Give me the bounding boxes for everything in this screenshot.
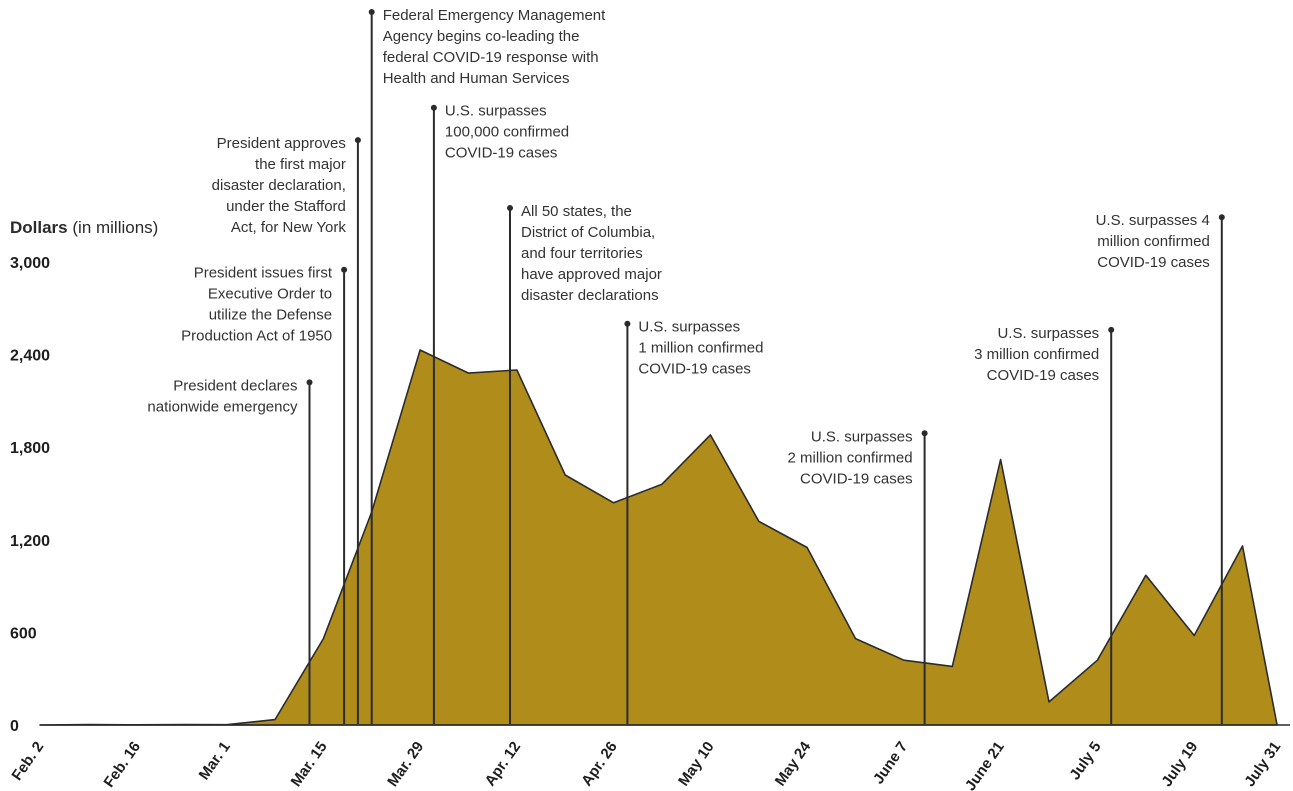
y-tick-label: 600: [10, 625, 37, 642]
annotation-line: U.S. surpasses: [445, 103, 547, 120]
annotation-line: Agency begins co-leading the: [383, 28, 580, 45]
y-tick-label: 2,400: [10, 348, 50, 365]
y-tick-label: 0: [10, 718, 19, 735]
x-tick-label: Apr. 12: [482, 739, 525, 790]
annotation-line: All 50 states, the: [521, 203, 632, 220]
annotation-line: disaster declarations: [521, 287, 659, 304]
x-tick-label: Feb. 16: [101, 739, 145, 791]
annotation-line: COVID-19 cases: [638, 361, 751, 378]
annotation-line: COVID-19 cases: [445, 145, 558, 162]
annotation-text: U.S. surpasses 4 million confirmed COVID-1…: [1096, 212, 1210, 271]
annotation-text: U.S. surpasses 100,000 confirmed COVID-19 …: [445, 103, 569, 162]
annotation-line: U.S. surpasses: [811, 428, 913, 445]
annotation-line: the first major: [255, 156, 346, 173]
annotation-line: 100,000 confirmed: [445, 124, 569, 141]
annotation-line: U.S. surpasses: [638, 319, 740, 336]
annotation-text: Federal Emergency Management Agency begin…: [383, 7, 606, 87]
annotation-pin-dot: [430, 104, 437, 111]
annotation-text: U.S. surpasses 2 million confirmed COVID-1…: [788, 428, 913, 487]
annotation-text: U.S. surpasses 3 million confirmed COVID-1…: [974, 325, 1099, 384]
annotation-text: All 50 states, the District of Columbia, a…: [521, 203, 662, 304]
annotation-line: U.S. surpasses 4: [1096, 212, 1210, 229]
x-tick-label: June 7: [870, 739, 911, 788]
annotation-line: Act, for New York: [231, 219, 347, 236]
y-axis-label: Dollars: [10, 218, 68, 237]
annotation-line: federal COVID-19 response with: [383, 49, 599, 66]
x-tick-label: June 21: [962, 739, 1008, 791]
x-tick-label: Feb. 2: [8, 739, 47, 784]
annotation-pin-dot: [1108, 326, 1115, 333]
x-tick-label: May 24: [772, 738, 815, 789]
x-tick-label: Mar. 1: [196, 739, 234, 784]
annotation-pin-dot: [624, 320, 631, 327]
annotation-line: Health and Human Services: [383, 70, 570, 87]
annotation-line: COVID-19 cases: [1097, 254, 1210, 271]
annotation-line: President declares: [173, 377, 297, 394]
annotation-text: President approves the first major disaste…: [212, 135, 347, 236]
annotation-line: 3 million confirmed: [974, 346, 1099, 363]
y-tick-label: 1,200: [10, 533, 50, 550]
annotation-line: Production Act of 1950: [181, 328, 332, 345]
annotation-text: President declares nationwide emergency: [147, 377, 298, 415]
y-axis-unit: (in millions): [72, 218, 159, 237]
annotation-pin-dot: [306, 379, 313, 386]
annotation-line: nationwide emergency: [147, 398, 298, 415]
x-tick-label: July 19: [1158, 739, 1201, 790]
annotation-pin-dot: [354, 137, 361, 144]
annotation-line: District of Columbia,: [521, 224, 655, 241]
y-tick-label: 3,000: [10, 255, 50, 272]
annotation-pin-dot: [921, 430, 928, 437]
annotation-line: President approves: [217, 135, 346, 152]
x-tick-label: May 10: [675, 739, 718, 790]
annotation-text: U.S. surpasses 1 million confirmed COVID-1…: [638, 319, 763, 378]
annotation-line: 1 million confirmed: [638, 340, 763, 357]
annotation-pin-dot: [507, 205, 513, 211]
annotation-line: and four territories: [521, 245, 643, 262]
y-tick-label: 1,800: [10, 440, 50, 457]
annotation-line: COVID-19 cases: [987, 367, 1100, 384]
x-tick-label: July 5: [1066, 739, 1104, 784]
area-series: [39, 349, 1278, 726]
x-tick-label: Apr. 26: [578, 739, 621, 790]
annotation-pin-dot: [368, 9, 375, 15]
x-tick-label: Mar. 29: [384, 739, 427, 790]
annotation-line: million confirmed: [1097, 233, 1210, 250]
x-tick-label: Mar. 15: [288, 739, 331, 790]
annotation-pin-dot: [341, 266, 348, 273]
annotation-line: President issues first: [194, 265, 333, 282]
annotation-line: Executive Order to: [208, 286, 332, 303]
annotation-line: disaster declaration,: [212, 177, 346, 194]
x-tick-label: July 31: [1241, 739, 1284, 790]
annotation-line: 2 million confirmed: [788, 449, 913, 466]
annotation-line: COVID-19 cases: [800, 470, 913, 487]
annotation-text: President issues first Executive Order to…: [181, 265, 333, 345]
annotation-line: U.S. surpasses: [997, 325, 1099, 342]
annotation-line: under the Stafford: [226, 198, 346, 215]
y-axis-title: Dollars (in millions): [10, 218, 158, 238]
annotation-line: utilize the Defense: [209, 307, 332, 324]
annotation-line: Federal Emergency Management: [383, 7, 606, 24]
annotation-pin-dot: [1218, 214, 1225, 221]
annotation-line: have approved major: [521, 266, 662, 283]
